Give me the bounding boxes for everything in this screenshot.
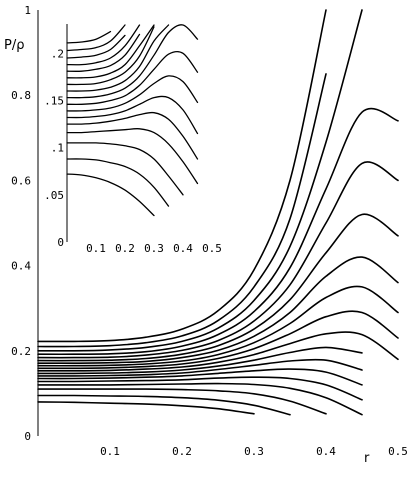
inset-x-tick-label: 0.5 — [202, 242, 222, 255]
main-y-tick-label: 0.6 — [11, 174, 31, 187]
main-y-tick-label: 0.4 — [11, 260, 31, 273]
main-y-tick-label: 1 — [24, 4, 31, 17]
main-curve-1 — [37, 401, 255, 415]
inset-curve-3 — [66, 142, 184, 196]
main-curve-17 — [37, 73, 327, 348]
inset-curve-1 — [66, 173, 155, 217]
inset-curve-5 — [66, 111, 199, 160]
main-curve-11 — [37, 285, 399, 367]
inset-curve-13 — [66, 33, 141, 72]
main-x-tick-label: 0.4 — [316, 445, 336, 458]
inset-curve-9 — [66, 24, 199, 99]
main-curve-6 — [37, 368, 363, 386]
main-curve-15 — [37, 107, 399, 356]
inset-x-tick-label: 0.1 — [86, 242, 106, 255]
main-curve-9 — [37, 331, 399, 372]
inset-curve-16 — [66, 24, 126, 52]
main-curve-10 — [37, 310, 399, 370]
inset-curve-2 — [66, 158, 170, 207]
inset-y-tick-label: .05 — [44, 189, 64, 202]
main-x-tick-labels: 0.1 0.2 0.3 0.4 0.5 — [100, 445, 408, 458]
main-curve-13 — [37, 213, 399, 362]
inset-curve-14 — [66, 24, 141, 66]
main-curve-4 — [37, 382, 363, 416]
inset-y-tick-labels: 0 .05 .1 .15 .2 — [44, 47, 64, 249]
x-axis-title: r — [364, 451, 370, 466]
inset-curve-11 — [66, 26, 155, 86]
main-x-tick-label: 0.1 — [100, 445, 120, 458]
main-curve-12 — [37, 256, 399, 365]
main-curve-16 — [37, 9, 363, 352]
inset-x-tick-label: 0.4 — [173, 242, 193, 255]
main-y-tick-label: 0.2 — [11, 345, 31, 358]
main-x-tick-label: 0.2 — [172, 445, 192, 458]
inset-plot: 0.1 0.2 0.3 0.4 0.5 0 .05 .1 .15 .2 — [44, 18, 222, 255]
inset-curve-7 — [66, 75, 199, 112]
main-curve-18 — [37, 9, 327, 343]
main-curve-8 — [37, 346, 363, 375]
inset-curves — [66, 24, 199, 217]
main-y-tick-labels: 0 0.2 0.4 0.6 0.8 1 — [11, 4, 31, 443]
inset-curve-15 — [66, 34, 126, 59]
main-curve-7 — [37, 358, 363, 377]
inset-x-tick-label: 0.2 — [115, 242, 135, 255]
inset-y-tick-label: .1 — [51, 142, 64, 155]
inset-curve-8 — [66, 50, 199, 105]
inset-x-tick-label: 0.3 — [144, 242, 164, 255]
main-curve-2 — [37, 394, 291, 416]
inset-curve-12 — [66, 24, 155, 79]
y-axis-title: P/ρ — [4, 38, 24, 53]
main-x-tick-label: 0.5 — [388, 445, 408, 458]
main-y-tick-label: 0 — [24, 430, 31, 443]
main-curve-3 — [37, 388, 327, 415]
inset-x-tick-labels: 0.1 0.2 0.3 0.4 0.5 — [86, 242, 222, 255]
main-curve-14 — [37, 161, 399, 359]
inset-background — [67, 18, 213, 250]
main-plot: 0.1 0.2 0.3 0.4 0.5 00.20.40.60.81 P/ρ r — [4, 4, 408, 466]
inset-y-tick-label: .15 — [44, 94, 64, 107]
main-curve-5 — [37, 376, 363, 401]
inset-curve-17 — [66, 30, 112, 44]
inset-curve-4 — [66, 128, 199, 185]
main-curves — [37, 9, 399, 416]
main-y-tick-label: 0.8 — [11, 89, 31, 102]
main-x-tick-label: 0.3 — [244, 445, 264, 458]
inset-y-tick-label: 0 — [57, 236, 64, 249]
inset-y-tick-label: .2 — [51, 47, 64, 60]
inset-curve-6 — [66, 95, 199, 135]
inset-curve-10 — [66, 24, 170, 92]
